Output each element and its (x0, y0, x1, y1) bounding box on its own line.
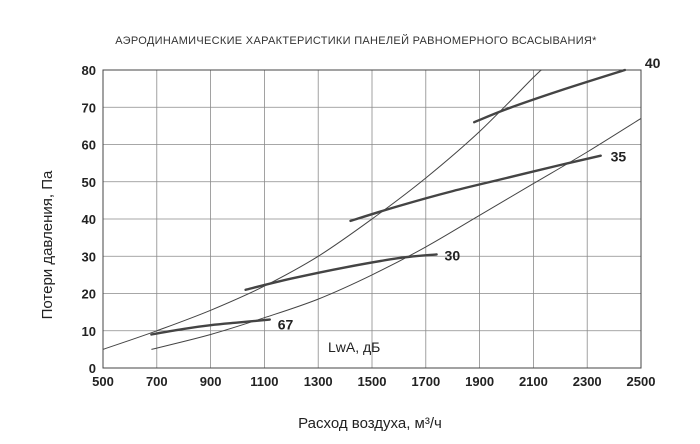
y-axis-label: Потери давления, Па (39, 170, 56, 319)
x-tick-label: 1900 (465, 374, 494, 389)
x-axis-label: Расход воздуха, м³/ч (298, 415, 442, 432)
noise-line-35 (349, 154, 602, 223)
lwa-annotation: LwA, дБ (328, 339, 380, 355)
y-tick-label: 40 (82, 212, 96, 227)
pressure-curve-2 (151, 117, 642, 350)
tick-labels: 500 700 900 1100 1300 1500 1700 1900 2100 2300 250… (82, 63, 656, 389)
noise-label-35: 35 (611, 149, 627, 165)
x-tick-label: 2500 (627, 374, 656, 389)
y-tick-label: 30 (82, 249, 96, 264)
x-tick-label: 900 (200, 374, 222, 389)
x-tick-label: 2100 (519, 374, 548, 389)
chart-title: АЭРОДИНАМИЧЕСКИЕ ХАРАКТЕРИСТИКИ ПАНЕЛЕЙ … (115, 34, 597, 47)
y-tick-label: 60 (82, 138, 96, 153)
y-tick-label: 20 (82, 287, 96, 302)
y-tick-label: 80 (82, 63, 96, 78)
noise-line-67 (150, 318, 271, 336)
x-tick-label: 700 (146, 374, 168, 389)
grid (102, 69, 642, 369)
y-tick-label: 0 (89, 361, 96, 376)
noise-label-67: 67 (278, 317, 294, 333)
x-tick-label: 1500 (358, 374, 387, 389)
y-tick-label: 50 (82, 175, 96, 190)
x-tick-label: 1700 (411, 374, 440, 389)
x-tick-label: 500 (92, 374, 114, 389)
noise-line-40 (473, 68, 627, 124)
x-tick-label: 2300 (573, 374, 602, 389)
pressure-curve-1 (102, 69, 542, 350)
y-tick-label: 10 (82, 324, 96, 339)
noise-label-30: 30 (445, 247, 461, 263)
x-tick-label: 1300 (304, 374, 333, 389)
plot-frame (102, 69, 642, 369)
curve-layer (102, 68, 642, 350)
series-labels: 67 30 35 40 (278, 55, 661, 333)
noise-label-40: 40 (645, 55, 661, 71)
y-tick-label: 70 (82, 100, 96, 115)
x-tick-label: 1100 (250, 374, 278, 389)
noise-line-30 (244, 253, 438, 291)
